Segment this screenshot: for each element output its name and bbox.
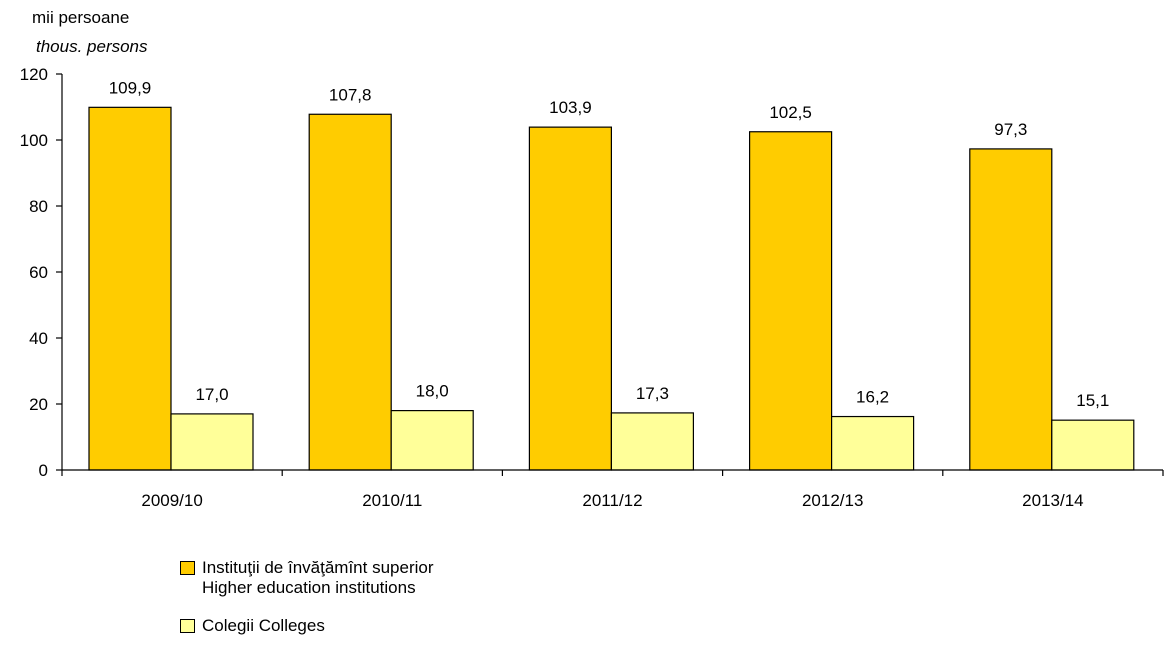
- legend: Instituţii de învăţămînt superior Higher…: [180, 558, 434, 636]
- y-tick-label: 0: [39, 461, 48, 480]
- y-tick-label: 120: [20, 65, 48, 84]
- legend-label-higher-education-ro: Instituţii de învăţămînt superior: [202, 558, 434, 577]
- bar-series1-2013-14: [969, 148, 1053, 471]
- data-label-series1-2012-13: 102,5: [769, 103, 812, 122]
- data-label-series2-2009-10: 17,0: [195, 385, 228, 404]
- y-tick-label: 100: [20, 131, 48, 150]
- data-label-series2-2013-14: 15,1: [1076, 391, 1109, 410]
- legend-item-colleges: Colegii Colleges: [180, 616, 434, 636]
- data-label-series2-2012-13: 16,2: [856, 388, 889, 407]
- data-label-series2-2011-12: 17,3: [636, 384, 669, 403]
- bar-series2-2013-14: [1051, 419, 1135, 471]
- bar-series2-2010-11: [390, 410, 474, 471]
- y-tick-label: 80: [29, 197, 48, 216]
- legend-swatch-higher-education: [180, 561, 195, 575]
- x-tick-label: 2010/11: [362, 491, 422, 510]
- legend-item-higher-education: Instituţii de învăţămînt superior Higher…: [180, 558, 434, 598]
- data-label-series1-2009-10: 109,9: [109, 78, 152, 97]
- x-tick-label: 2013/14: [1022, 491, 1083, 510]
- data-label-series1-2010-11: 107,8: [329, 85, 372, 104]
- data-label-series1-2013-14: 97,3: [994, 120, 1027, 139]
- y-unit-label-en: thous. persons: [36, 37, 148, 56]
- legend-label-colleges: Colegii Colleges: [202, 616, 325, 635]
- legend-label-higher-education-en: Higher education institutions: [202, 578, 416, 597]
- legend-swatch-colleges: [180, 619, 195, 633]
- y-tick-label: 60: [29, 263, 48, 282]
- x-tick-label: 2012/13: [802, 491, 863, 510]
- data-label-series1-2011-12: 103,9: [549, 98, 592, 117]
- x-tick-label: 2009/10: [141, 491, 202, 510]
- y-unit-label-ro: mii persoane: [32, 8, 130, 27]
- bar-series1-2010-11: [308, 113, 392, 471]
- y-tick-label: 40: [29, 329, 48, 348]
- data-label-series2-2010-11: 18,0: [416, 382, 449, 401]
- bar-series2-2012-13: [830, 415, 915, 471]
- bar-series1-2012-13: [748, 131, 833, 471]
- bar-series1-2009-10: [88, 106, 172, 471]
- bar-series2-2009-10: [170, 413, 254, 471]
- bar-series1-2011-12: [528, 126, 613, 471]
- bar-series2-2011-12: [610, 412, 695, 471]
- y-tick-label: 20: [29, 395, 48, 414]
- x-tick-label: 2011/12: [582, 491, 642, 510]
